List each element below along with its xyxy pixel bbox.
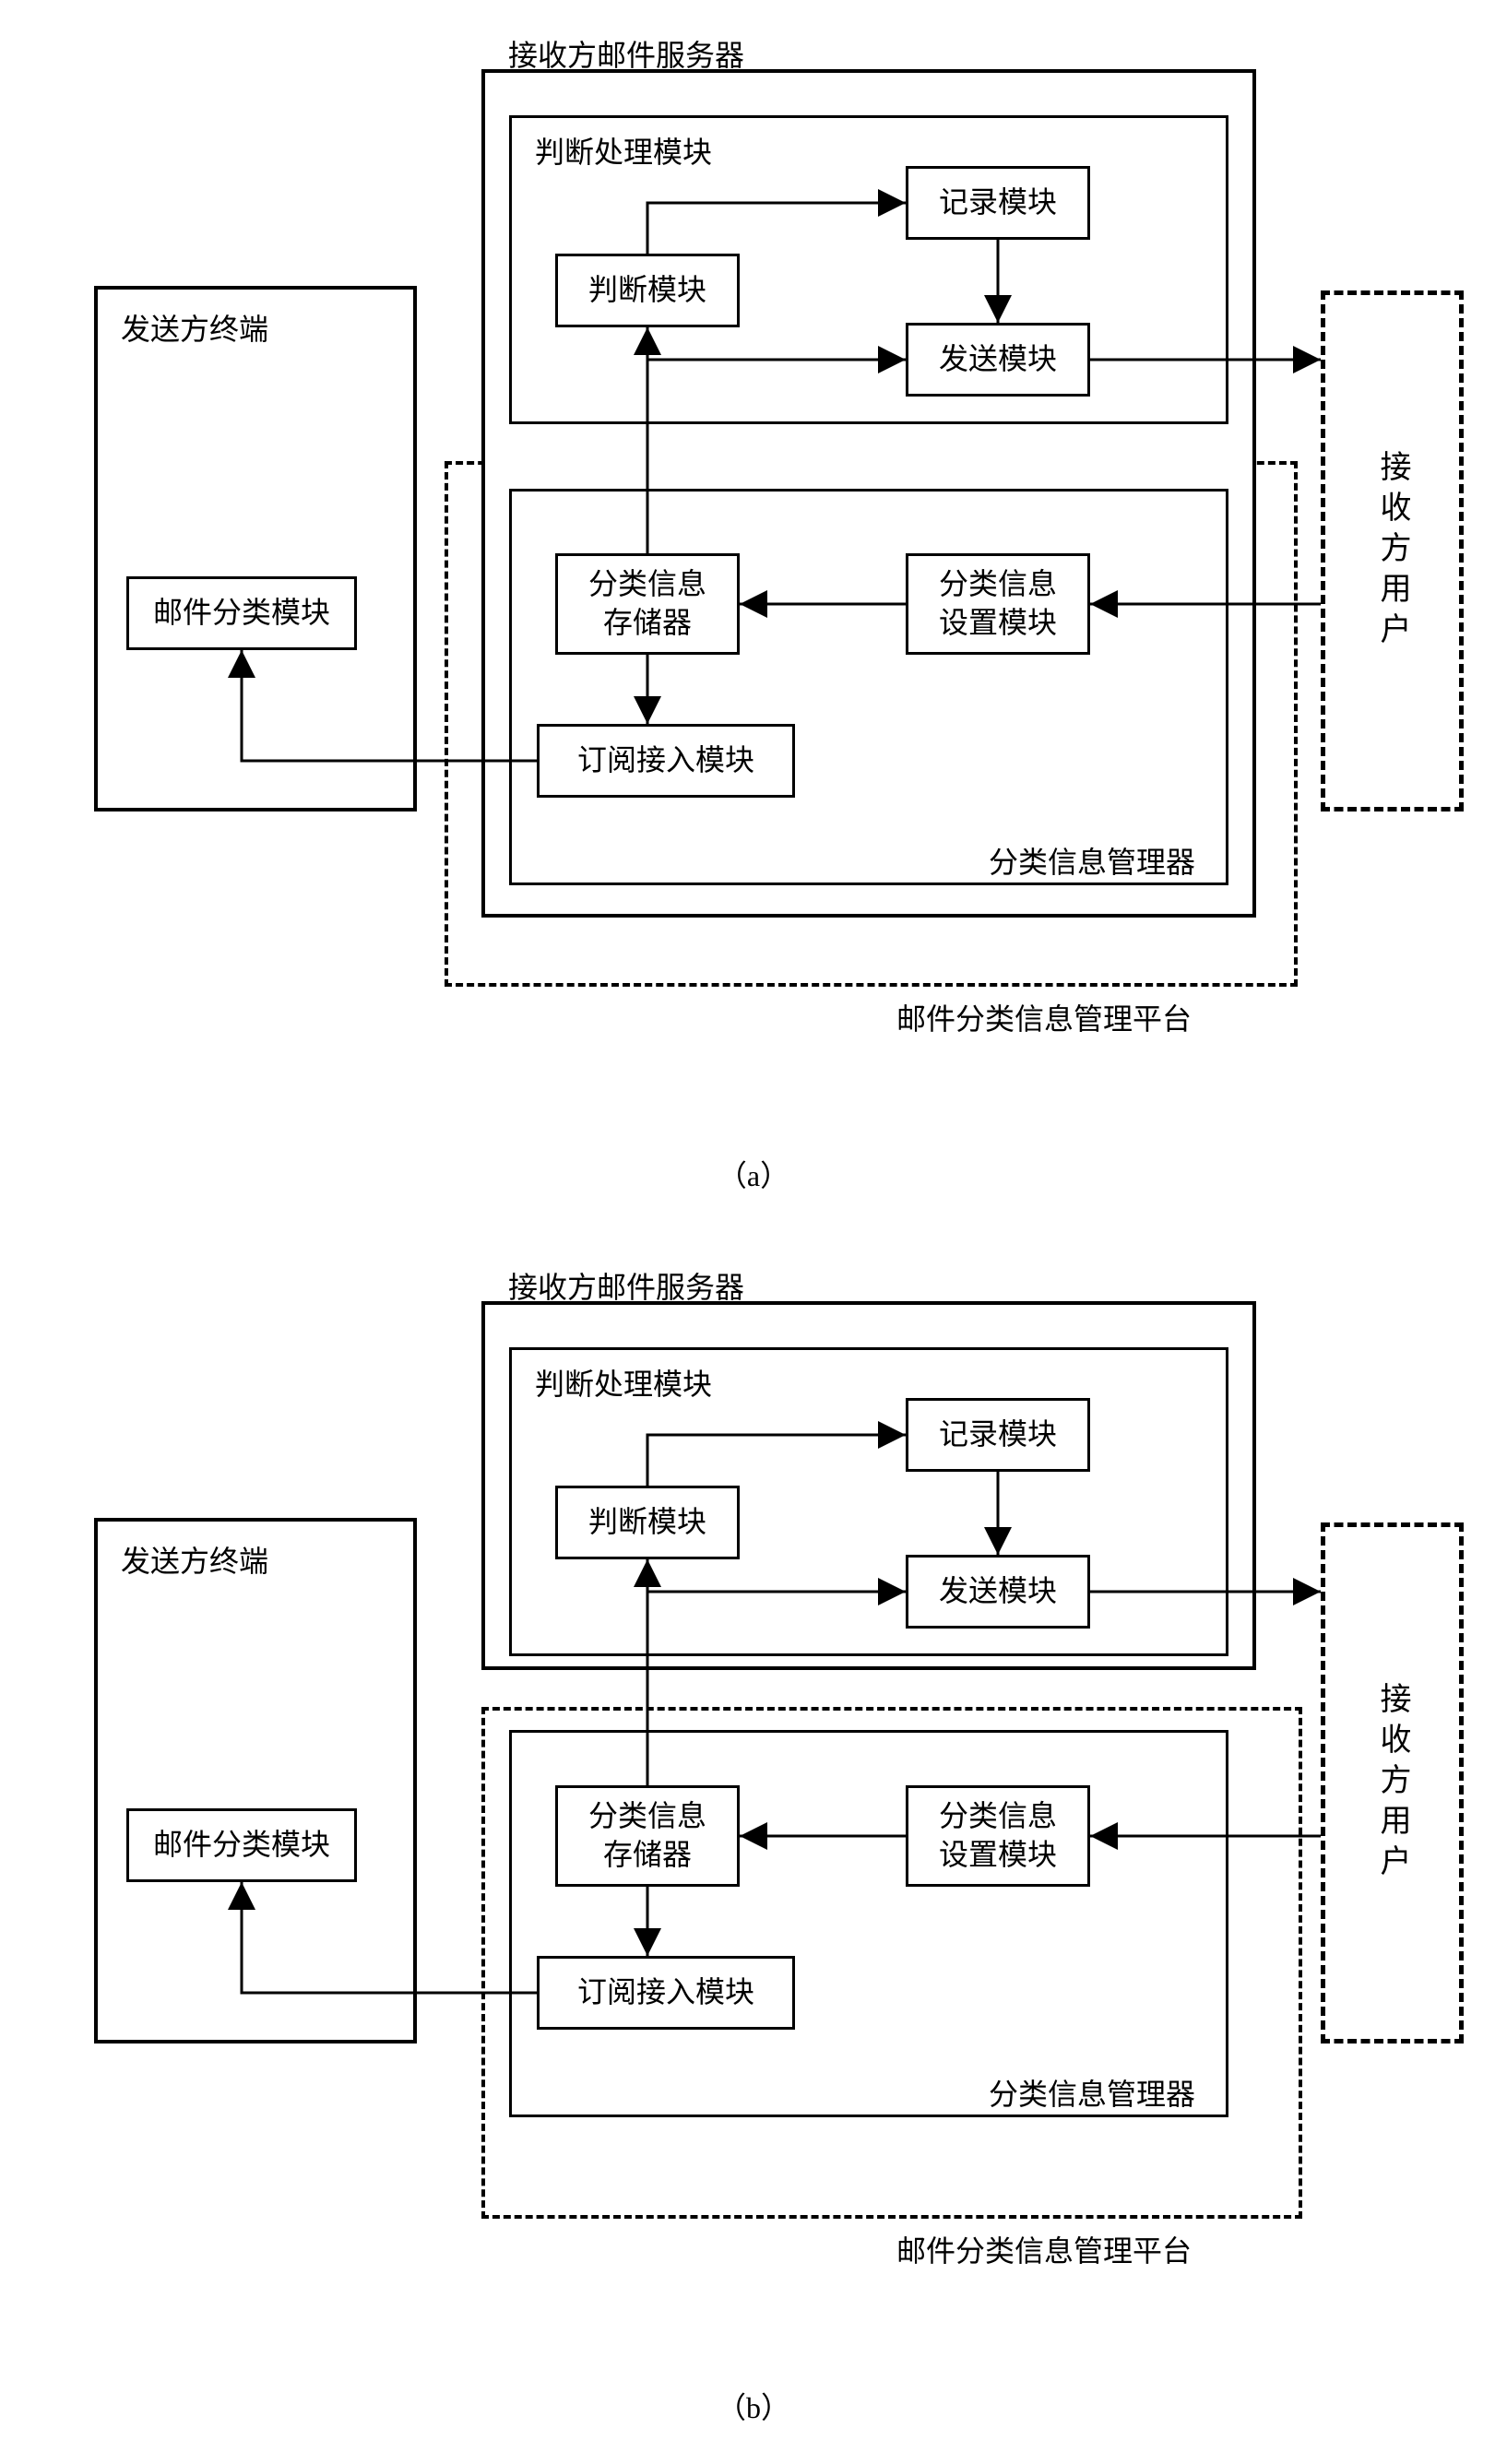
sender-terminal-box: 发送方终端 [94,286,417,811]
receiver-user-box: 接收方用户 [1321,290,1464,811]
judge-process-label: 判断处理模块 [535,129,712,172]
send-module-box-b: 发送模块 [906,1555,1090,1629]
classify-setting-label-2b: 设置模块 [939,1836,1057,1875]
subscribe-access-box: 订阅接入模块 [537,724,795,798]
send-module-label: 发送模块 [939,340,1057,379]
classify-setting-box: 分类信息 设置模块 [906,553,1090,655]
receiver-server-label-b: 接收方邮件服务器 [508,1264,744,1307]
mail-classify-module-label-b: 邮件分类模块 [153,1826,330,1865]
classify-setting-label-2: 设置模块 [939,604,1057,643]
sender-terminal-box-b: 发送方终端 [94,1518,417,2043]
send-module-label-b: 发送模块 [939,1572,1057,1611]
mail-classify-module-box-b: 邮件分类模块 [126,1808,357,1882]
record-module-label: 记录模块 [939,184,1057,222]
record-module-box-b: 记录模块 [906,1398,1090,1472]
sublabel-b: （b） [39,2385,1468,2427]
classify-storage-box: 分类信息 存储器 [555,553,740,655]
diagram-b: 发送方终端 邮件分类模块 接收方邮件服务器 判断处理模块 判断模块 记录模块 发… [39,1269,1468,2357]
judge-process-label-b: 判断处理模块 [535,1361,712,1404]
mail-classify-module-box: 邮件分类模块 [126,576,357,650]
classify-manager-box [509,489,1228,885]
classify-manager-label-b: 分类信息管理器 [989,2071,1195,2114]
record-module-box: 记录模块 [906,166,1090,240]
subscribe-access-box-b: 订阅接入模块 [537,1956,795,2030]
subscribe-access-label-b: 订阅接入模块 [577,1973,754,2012]
receiver-user-label: 接收方用户 [1370,450,1415,653]
subscribe-access-label: 订阅接入模块 [577,741,754,780]
classify-storage-label-1b: 分类信息 [588,1797,706,1836]
judge-module-label-b: 判断模块 [588,1503,706,1542]
platform-label-b: 邮件分类信息管理平台 [896,2228,1192,2270]
classify-storage-label-2: 存储器 [603,604,692,643]
judge-module-box: 判断模块 [555,254,740,327]
mail-classify-module-label: 邮件分类模块 [153,594,330,633]
receiver-user-box-b: 接收方用户 [1321,1522,1464,2043]
classify-setting-label-1b: 分类信息 [939,1797,1057,1836]
sender-terminal-label: 发送方终端 [121,306,268,349]
judge-module-box-b: 判断模块 [555,1486,740,1559]
classify-storage-label-2b: 存储器 [603,1836,692,1875]
platform-label-a: 邮件分类信息管理平台 [896,996,1192,1038]
classify-setting-label-1: 分类信息 [939,565,1057,604]
classify-storage-box-b: 分类信息 存储器 [555,1785,740,1887]
diagram-a: 发送方终端 邮件分类模块 接收方邮件服务器 判断处理模块 判断模块 记录模块 发… [39,37,1468,1125]
send-module-box: 发送模块 [906,323,1090,397]
sublabel-a: （a） [39,1153,1468,1195]
sender-terminal-label-b: 发送方终端 [121,1538,268,1581]
classify-manager-label: 分类信息管理器 [989,839,1195,882]
judge-module-label: 判断模块 [588,271,706,310]
classify-setting-box-b: 分类信息 设置模块 [906,1785,1090,1887]
receiver-server-label: 接收方邮件服务器 [508,32,744,75]
classify-storage-label-1: 分类信息 [588,565,706,604]
receiver-user-label-b: 接收方用户 [1370,1682,1415,1885]
record-module-label-b: 记录模块 [939,1416,1057,1454]
